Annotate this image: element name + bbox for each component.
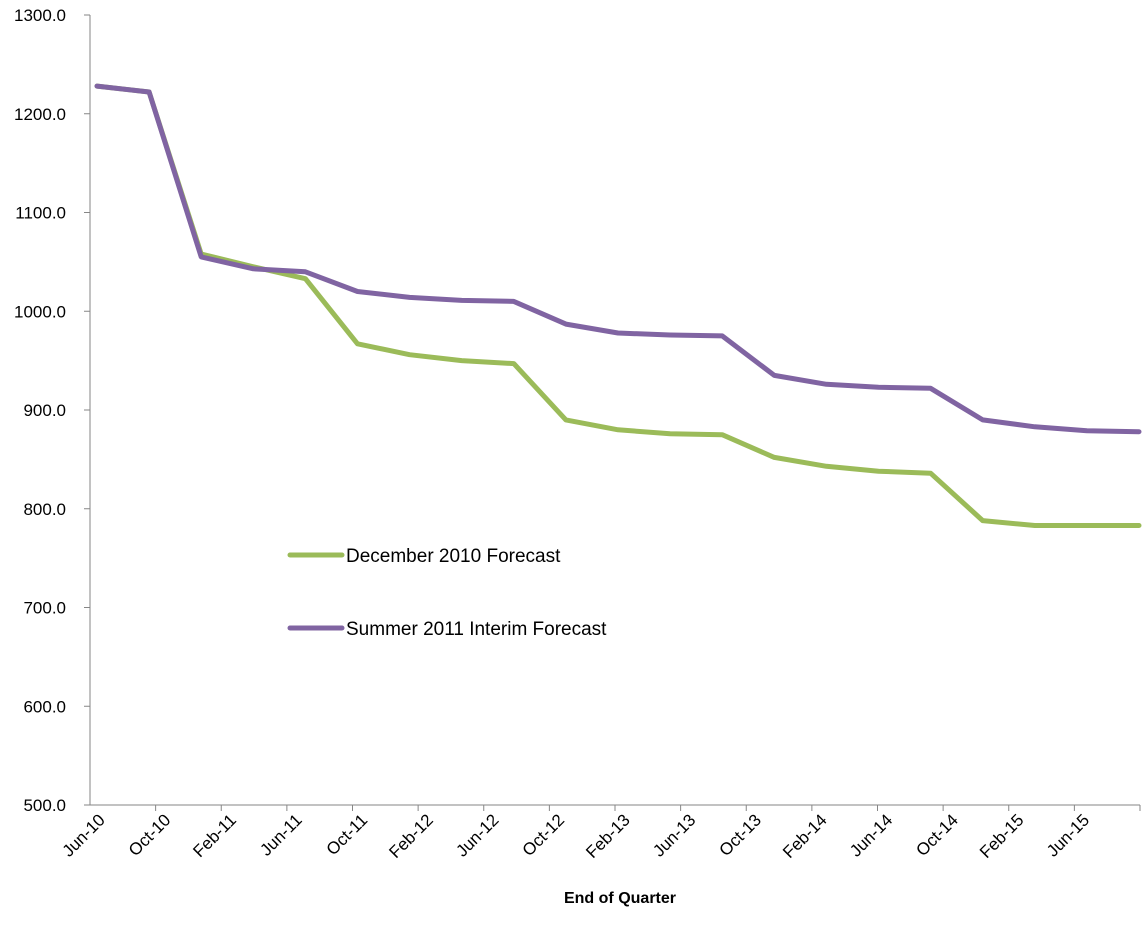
x-tick-label: Oct-10 bbox=[125, 810, 175, 860]
y-tick-label: 900.0 bbox=[23, 401, 66, 420]
y-tick-label: 800.0 bbox=[23, 500, 66, 519]
series-line-2 bbox=[94, 83, 1142, 435]
x-tick-label: Jun-10 bbox=[59, 810, 109, 860]
x-tick-label: Jun-14 bbox=[846, 810, 896, 860]
x-tick-label: Jun-12 bbox=[452, 810, 502, 860]
series-line-1 bbox=[94, 83, 1142, 528]
x-axis-title: End of Quarter bbox=[564, 890, 676, 907]
legend-label-2: Summer 2011 Interim Forecast bbox=[346, 619, 607, 640]
x-tick-label: Jun-15 bbox=[1043, 810, 1093, 860]
x-tick-label: Oct-12 bbox=[519, 810, 569, 860]
y-tick-label: 1100.0 bbox=[15, 204, 66, 223]
y-tick-label: 500.0 bbox=[23, 796, 66, 815]
x-tick-label: Oct-13 bbox=[716, 810, 766, 860]
y-tick-label: 600.0 bbox=[23, 697, 66, 716]
y-tick-label: 700.0 bbox=[23, 599, 66, 618]
x-tick-label: Jun-13 bbox=[649, 810, 699, 860]
x-tick-label: Feb-15 bbox=[976, 810, 1028, 862]
x-tick-label: Jun-11 bbox=[256, 810, 305, 859]
y-tick-label: 1200.0 bbox=[14, 105, 66, 124]
x-tick-label: Feb-12 bbox=[385, 810, 437, 862]
legend-label-1: December 2010 Forecast bbox=[346, 546, 561, 567]
y-tick-label: 1300.0 bbox=[14, 6, 66, 25]
x-tick-label: Oct-14 bbox=[912, 810, 962, 860]
y-tick-label: 1000.0 bbox=[14, 302, 66, 321]
x-tick-label: Feb-11 bbox=[189, 810, 240, 861]
x-tick-label: Feb-14 bbox=[779, 810, 831, 862]
x-tick-label: Oct-11 bbox=[323, 810, 372, 859]
x-tick-label: Feb-13 bbox=[582, 810, 634, 862]
